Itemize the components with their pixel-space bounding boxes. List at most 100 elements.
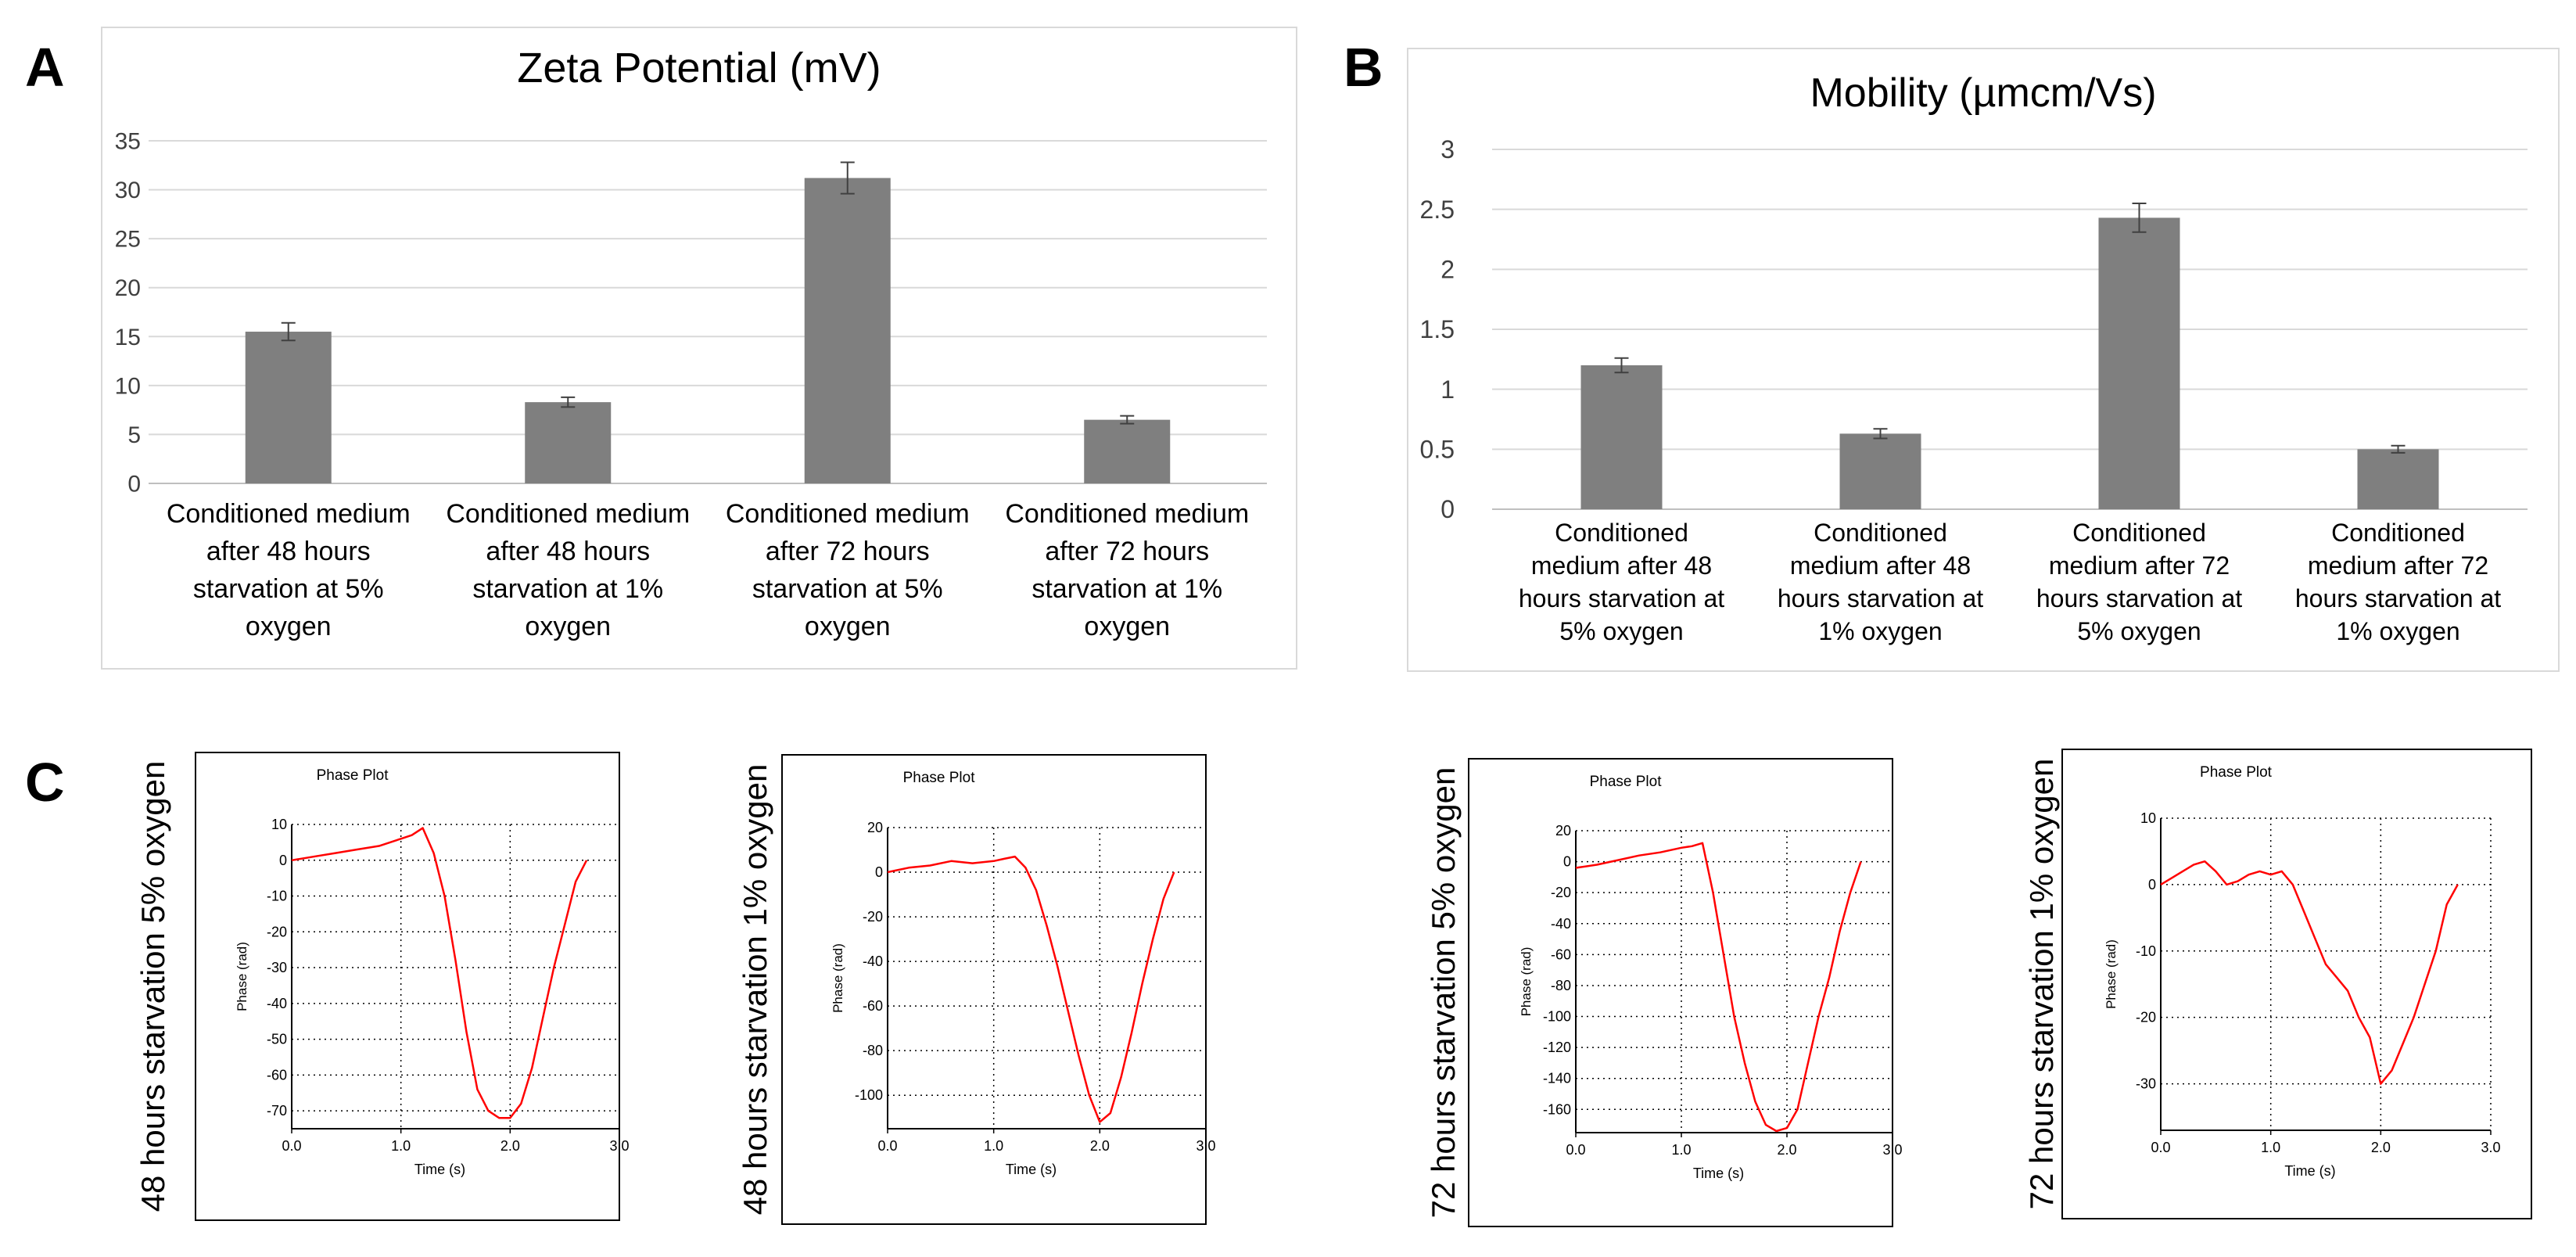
category-label-a-2: Conditioned medium (446, 499, 690, 529)
y-tick-label-c2: 0 (875, 864, 883, 880)
phase-plot-72h-5pct: Phase Plot 72 hours starvation 5% oxygen 0… (1425, 758, 1903, 1227)
y-tick-label-c3: -120 (1543, 1040, 1571, 1055)
plot-frame-c2 (781, 754, 1207, 1225)
phase-plot-72h-1pct: Phase Plot 72 hours starvation 1% oxygen 0… (2023, 749, 2532, 1219)
bar-b-3 (2098, 217, 2180, 509)
bar-a-2 (525, 402, 612, 483)
zeta-potential-chart: Zeta Potential (mV) 0 5 10 15 20 25 30 35 Conditi… (101, 27, 1297, 670)
y-tick-label-c3: -140 (1543, 1071, 1571, 1086)
category-label-b-3: hours starvation at (2036, 584, 2242, 612)
plot-title-c3: Phase Plot (1590, 774, 1663, 790)
y-tick-label-c3: -80 (1551, 978, 1571, 993)
y-tick-label-c2: -20 (863, 909, 883, 925)
y-tick-label-c4: -30 (2136, 1076, 2156, 1092)
category-label-b-4: 1% oxygen (2336, 617, 2459, 645)
panel-letter-b: B (1344, 37, 1383, 98)
category-label-a-1: oxygen (246, 612, 332, 641)
category-label-b-1: 5% oxygen (1559, 617, 1683, 645)
bar-b-2 (1839, 433, 1921, 509)
chart-title-b: Mobility (µmcm/Vs) (1810, 70, 2156, 116)
category-label-a-1: after 48 hours (206, 537, 371, 566)
category-label-a-1: Conditioned medium (167, 499, 411, 529)
x-tick-label-c1: 2.0 (500, 1138, 520, 1154)
category-label-a-4: after 72 hours (1045, 537, 1209, 566)
y-tick-label-c1: -70 (267, 1103, 287, 1119)
side-label-c4: 72 hours starvation 1% oxygen (2023, 759, 2060, 1210)
y-tick-label-c3: 0 (1563, 854, 1571, 870)
mobility-chart: Mobility (µmcm/Vs) 0 0.5 1 1.5 2 2.5 3 Condition… (1407, 48, 2560, 672)
side-label-c2: 48 hours starvation 1% oxygen (737, 764, 773, 1216)
y-tick-label-c3: -100 (1543, 1009, 1571, 1025)
category-label-b-1: hours starvation at (1519, 584, 1724, 612)
phase-plot-48h-5pct: Phase Plot 48 hours starvation 5% oxygen 0… (135, 752, 630, 1221)
y-tick-label-c1: -10 (267, 889, 287, 904)
category-label-b-2: 1% oxygen (1818, 617, 1942, 645)
y-axis-title-c1: Phase (rad) (235, 942, 249, 1011)
y-tick-label-b: 1.5 (1420, 315, 1455, 343)
x-axis-title-c2: Time (s) (1006, 1162, 1057, 1177)
x-tick-label-c2: 1.0 (984, 1138, 1003, 1154)
y-tick-label-c1: -20 (267, 924, 287, 939)
panel-letter-a: A (25, 37, 65, 98)
y-tick-label-b: 1 (1440, 375, 1455, 404)
y-tick-label-c3: -20 (1551, 885, 1571, 900)
category-label-a-2: starvation at 1% (472, 574, 663, 604)
bar-a-4 (1084, 419, 1171, 483)
y-tick-label-c1: 0 (279, 853, 287, 868)
category-label-a-2: after 48 hours (486, 537, 650, 566)
plot-title-c2: Phase Plot (903, 770, 976, 786)
x-tick-label-c2: 3.0 (1196, 1138, 1215, 1154)
panel-letter-c: C (25, 752, 65, 813)
x-tick-label-c3: 0.0 (1566, 1142, 1585, 1158)
y-tick-label-c2: -100 (855, 1087, 883, 1103)
bar-b-1 (1580, 365, 1663, 509)
plot-frame-c4 (2061, 749, 2532, 1219)
x-tick-label-c1: 1.0 (391, 1138, 411, 1154)
y-tick-label-c1: -30 (267, 960, 287, 975)
y-axis-title-c3: Phase (rad) (1519, 947, 1534, 1017)
category-label-a-3: oxygen (805, 612, 891, 641)
category-label-a-3: starvation at 5% (752, 574, 943, 604)
y-tick-label-a: 5 (127, 422, 141, 448)
plot-frame-c3 (1468, 758, 1893, 1227)
x-axis-title-c3: Time (s) (1693, 1165, 1744, 1181)
y-axis-title-c4: Phase (rad) (2104, 939, 2119, 1009)
y-tick-label-b: 2 (1440, 256, 1455, 284)
side-label-c1: 48 hours starvation 5% oxygen (135, 761, 171, 1212)
y-tick-label-a: 25 (115, 227, 141, 253)
category-label-a-3: Conditioned medium (726, 499, 970, 529)
y-tick-label-c2: -80 (863, 1043, 883, 1058)
y-tick-label-c4: -10 (2136, 943, 2156, 959)
phase-series-c4 (2160, 860, 2459, 1085)
x-tick-label-c3: 3.0 (1882, 1142, 1902, 1158)
y-tick-label-a: 35 (115, 129, 141, 155)
y-tick-label-c3: -160 (1543, 1101, 1571, 1117)
category-label-b-4: hours starvation at (2295, 584, 2501, 612)
y-tick-label-a: 30 (115, 178, 141, 203)
y-tick-label-c1: 10 (271, 817, 287, 832)
y-tick-label-a: 20 (115, 275, 141, 301)
y-tick-label-a: 0 (127, 472, 141, 497)
y-tick-label-c3: -60 (1551, 946, 1571, 962)
category-label-a-1: starvation at 5% (193, 574, 384, 604)
chart-title-a: Zeta Potential (mV) (517, 45, 881, 92)
y-tick-label-c1: -60 (267, 1067, 287, 1083)
x-tick-label-c4: 2.0 (2371, 1140, 2391, 1155)
category-label-a-3: after 72 hours (766, 537, 930, 566)
y-tick-label-b: 0 (1440, 495, 1455, 523)
category-label-b-2: hours starvation at (1778, 584, 1983, 612)
category-label-a-4: Conditioned medium (1005, 499, 1249, 529)
category-label-b-3: Conditioned (2072, 519, 2206, 547)
chart-frame-b (1407, 48, 2560, 672)
category-label-b-4: Conditioned (2331, 519, 2465, 547)
y-tick-label-c3: -40 (1551, 916, 1571, 932)
plot-frame-c1 (195, 752, 620, 1221)
phase-series-c3 (1575, 842, 1862, 1133)
category-label-b-1: medium after 48 (1531, 551, 1712, 580)
y-tick-label-c2: 20 (867, 820, 883, 835)
x-axis-title-c4: Time (s) (2284, 1163, 2335, 1179)
x-tick-label-c4: 0.0 (2151, 1140, 2170, 1155)
y-tick-label-c1: -50 (267, 1032, 287, 1047)
x-tick-label-c3: 2.0 (1777, 1142, 1796, 1158)
